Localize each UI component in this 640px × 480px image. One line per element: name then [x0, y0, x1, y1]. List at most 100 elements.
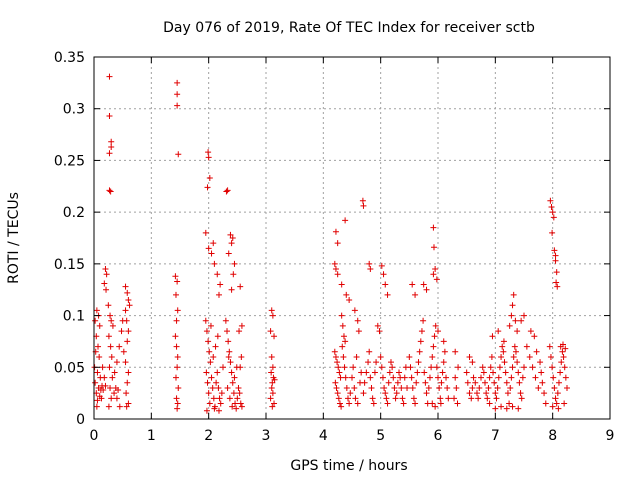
- data-point: [483, 390, 490, 397]
- data-point: [174, 353, 181, 360]
- data-point: [224, 187, 231, 194]
- data-point: [425, 384, 432, 391]
- data-point: [526, 353, 533, 360]
- data-point: [108, 143, 115, 150]
- data-point: [98, 395, 105, 402]
- data-point: [412, 400, 419, 407]
- data-point: [521, 364, 527, 371]
- data-point: [118, 328, 125, 335]
- data-point: [433, 364, 440, 371]
- data-point: [108, 395, 115, 402]
- data-point: [392, 395, 399, 402]
- data-point: [443, 374, 450, 381]
- chart-title: Day 076 of 2019, Rate Of TEC Index for r…: [163, 20, 535, 36]
- data-point: [381, 384, 388, 391]
- data-point: [552, 395, 559, 402]
- data-point: [445, 395, 452, 402]
- data-point: [464, 379, 471, 386]
- data-point: [382, 390, 389, 397]
- data-point: [269, 390, 276, 397]
- data-point: [484, 395, 491, 402]
- y-tick-label: 0.35: [54, 50, 85, 66]
- data-point: [108, 353, 115, 360]
- data-point: [535, 384, 542, 391]
- y-axis-label: ROTI / TECUs: [6, 192, 22, 284]
- data-point: [217, 281, 224, 288]
- data-point: [334, 271, 341, 278]
- data-point: [92, 317, 99, 324]
- data-point: [342, 217, 349, 224]
- data-point: [557, 369, 564, 376]
- data-point: [554, 283, 561, 290]
- axis-ticks: [93, 56, 611, 420]
- data-point: [226, 395, 233, 402]
- data-point: [430, 224, 437, 231]
- data-point: [107, 384, 114, 391]
- data-point: [553, 269, 560, 276]
- data-point: [111, 369, 118, 376]
- data-point: [507, 384, 514, 391]
- data-point: [400, 400, 407, 407]
- data-point: [172, 333, 179, 340]
- data-point: [107, 312, 114, 319]
- data-point: [229, 403, 236, 410]
- data-point: [350, 364, 357, 371]
- data-point: [476, 384, 483, 391]
- data-point: [358, 369, 365, 376]
- data-point: [382, 281, 389, 288]
- data-point: [207, 322, 214, 329]
- data-point: [173, 395, 180, 402]
- data-point: [268, 369, 275, 376]
- x-tick-label: 7: [491, 428, 500, 444]
- data-point: [238, 403, 245, 410]
- data-point: [123, 390, 130, 397]
- data-point: [107, 188, 114, 195]
- data-point: [172, 291, 179, 298]
- data-point: [214, 333, 221, 340]
- data-point: [107, 343, 114, 350]
- data-point: [94, 369, 101, 376]
- data-point: [438, 379, 445, 386]
- data-point: [332, 266, 339, 273]
- data-point: [412, 291, 419, 298]
- data-point: [512, 348, 519, 355]
- data-point: [99, 364, 106, 371]
- data-point: [511, 343, 518, 350]
- data-point: [206, 400, 213, 407]
- x-tick-labels: 0 1 2 3 4 5 6 7 8 9: [90, 428, 615, 444]
- data-point: [234, 395, 241, 402]
- data-point: [558, 359, 565, 366]
- data-point: [220, 364, 226, 371]
- data-point: [393, 390, 400, 397]
- data-point: [487, 364, 494, 371]
- data-point: [269, 312, 276, 319]
- data-point: [398, 384, 405, 391]
- data-point: [109, 374, 116, 381]
- data-point: [387, 359, 394, 366]
- data-point: [367, 374, 374, 381]
- data-point: [539, 379, 546, 386]
- data-point: [105, 403, 112, 410]
- data-point: [235, 384, 242, 391]
- data-point: [174, 91, 181, 98]
- data-point: [555, 405, 562, 412]
- data-point: [383, 395, 390, 402]
- data-point: [334, 359, 341, 366]
- data-point: [108, 317, 115, 324]
- data-point: [492, 390, 499, 397]
- data-point: [452, 348, 459, 355]
- data-point: [354, 400, 361, 407]
- data-point: [224, 384, 231, 391]
- data-point: [226, 348, 233, 355]
- data-point: [222, 317, 229, 324]
- data-point: [174, 102, 181, 109]
- data-point: [517, 390, 524, 397]
- data-point: [553, 279, 560, 286]
- data-point: [214, 369, 221, 376]
- data-point: [373, 359, 380, 366]
- y-tick-label: 0.3: [63, 102, 85, 118]
- data-point: [205, 149, 212, 156]
- data-point: [439, 369, 446, 376]
- data-point: [113, 395, 120, 402]
- data-point: [440, 359, 447, 366]
